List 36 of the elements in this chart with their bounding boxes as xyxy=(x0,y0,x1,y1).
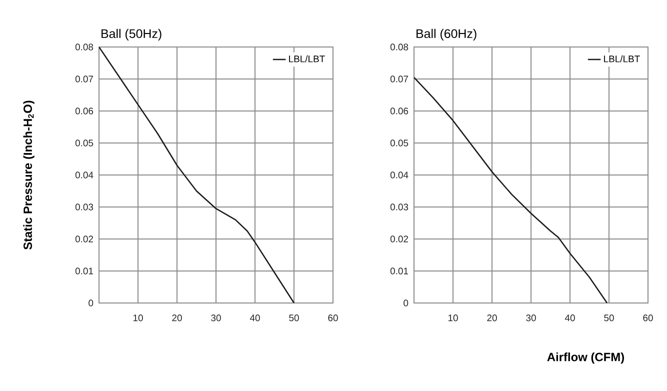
x-tick-label: 60 xyxy=(328,314,338,322)
y-tick-label: 0.03 xyxy=(75,204,94,210)
y-tick-label: 0.06 xyxy=(390,108,408,114)
y-tick-label: 0.07 xyxy=(390,76,408,82)
x-tick-label: 40 xyxy=(564,314,575,322)
y-tick-label: 0.02 xyxy=(390,236,408,242)
y-tick-label: 0 xyxy=(404,300,408,306)
y-tick-label: 0.03 xyxy=(390,204,408,210)
x-tick-label: 20 xyxy=(172,314,182,322)
x-tick-label: 30 xyxy=(526,314,536,322)
y-tick-label: 0.01 xyxy=(75,268,94,274)
y-tick-label: 0.08 xyxy=(75,44,94,50)
y-tick-label: 0.08 xyxy=(390,44,408,50)
x-axis-title: Airflow (CFM) xyxy=(547,352,624,364)
x-tick-label: 10 xyxy=(448,314,458,322)
y-tick-label: 0.07 xyxy=(75,76,94,82)
x-tick-label: 20 xyxy=(487,314,497,322)
x-tick-label: 10 xyxy=(133,314,143,322)
y-tick-label: 0.02 xyxy=(75,236,94,242)
x-tick-label: 60 xyxy=(643,314,653,322)
x-tick-label: 30 xyxy=(211,314,221,322)
y-tick-label: 0.05 xyxy=(75,140,94,146)
x-tick-label: 50 xyxy=(289,314,299,322)
legend-label: LBL/LBT xyxy=(604,55,640,62)
y-tick-label: 0.05 xyxy=(390,140,408,146)
legend-label: LBL/LBT xyxy=(289,55,325,62)
y-tick-label: 0.06 xyxy=(75,108,94,114)
y-tick-label: 0.01 xyxy=(390,268,408,274)
x-tick-label: 50 xyxy=(604,314,614,322)
x-tick-label: 40 xyxy=(250,314,260,322)
chart-title: Ball (50Hz) xyxy=(102,28,162,40)
y-tick-label: 0.04 xyxy=(75,172,94,178)
chart-title: Ball (60Hz) xyxy=(416,28,476,40)
y-axis-title: Static Pressure (Inch-H$_{2}$O) xyxy=(23,100,34,250)
y-tick-label: 0.04 xyxy=(390,172,408,178)
y-tick-label: 0 xyxy=(88,300,94,306)
